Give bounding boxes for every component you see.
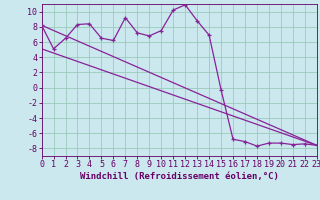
X-axis label: Windchill (Refroidissement éolien,°C): Windchill (Refroidissement éolien,°C)	[80, 172, 279, 181]
